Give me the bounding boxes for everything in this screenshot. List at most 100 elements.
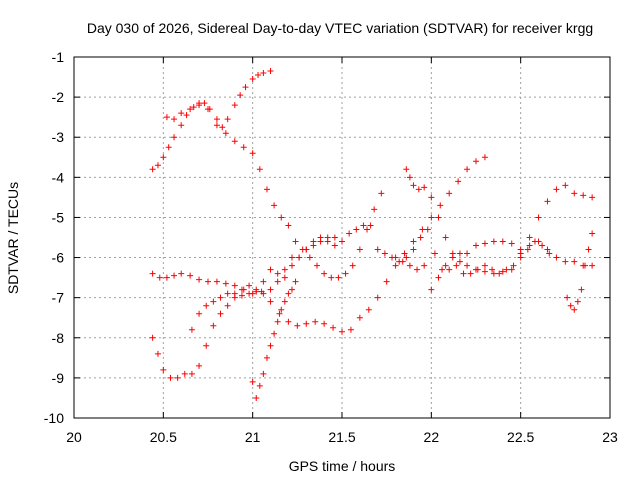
data-point: [578, 286, 585, 293]
data-point: [321, 320, 328, 327]
data-point: [231, 102, 238, 109]
data-points: [149, 68, 596, 401]
x-tick-label: 21.5: [328, 429, 355, 445]
data-point: [160, 154, 167, 161]
data-point: [183, 112, 190, 119]
y-tick-label: -7: [52, 290, 65, 306]
data-point: [249, 76, 256, 83]
data-point: [267, 342, 274, 349]
series-track-e: [188, 222, 374, 333]
data-point: [285, 290, 292, 297]
data-point: [490, 238, 497, 245]
data-point: [288, 286, 295, 293]
data-point: [474, 266, 481, 273]
data-point: [403, 166, 410, 173]
data-point: [330, 324, 337, 331]
data-point: [224, 302, 231, 309]
data-point: [210, 298, 217, 305]
data-point: [237, 92, 244, 99]
series-track-g: [403, 166, 596, 277]
data-point: [285, 222, 292, 229]
data-point: [410, 182, 417, 189]
data-point: [383, 278, 390, 285]
data-point: [546, 250, 553, 257]
data-point: [165, 144, 172, 151]
data-point: [428, 194, 435, 201]
data-point: [473, 158, 479, 165]
data-point: [499, 268, 506, 275]
x-tick-label: 22: [424, 429, 440, 445]
data-point: [435, 214, 442, 221]
data-point: [421, 184, 428, 191]
data-point: [367, 222, 374, 229]
y-axis-title: SDTVAR / TECUs: [5, 182, 21, 294]
y-tick-label: -1: [52, 49, 65, 65]
data-point: [260, 70, 267, 77]
data-point: [431, 250, 438, 257]
y-tick-labels: -10 -9 -8 -7 -6 -5 -4 -3 -2 -1: [44, 49, 64, 426]
data-point: [508, 240, 515, 247]
data-point: [163, 274, 170, 281]
data-point: [312, 318, 319, 325]
data-point: [371, 206, 378, 213]
data-point: [464, 166, 471, 173]
data-point: [481, 240, 488, 247]
data-point: [276, 310, 283, 317]
data-point: [553, 186, 560, 193]
data-point: [421, 262, 428, 269]
data-point: [249, 150, 256, 157]
data-point: [439, 266, 446, 273]
x-tick-labels: 20 20.5 21 21.5 22 22.5 23: [66, 429, 618, 445]
data-point: [271, 330, 278, 337]
data-point: [544, 246, 551, 253]
data-point: [274, 278, 281, 285]
data-point: [196, 362, 203, 369]
x-tick-label: 23: [602, 429, 618, 445]
data-point: [531, 238, 538, 245]
data-point: [253, 394, 260, 401]
data-point: [187, 272, 194, 279]
data-point: [544, 198, 551, 205]
series-track-j: [564, 230, 596, 313]
data-point: [163, 114, 170, 121]
data-point: [490, 270, 497, 277]
data-point: [365, 306, 372, 313]
data-point: [589, 230, 596, 237]
data-point: [585, 246, 592, 253]
data-point: [449, 254, 456, 261]
data-point: [255, 72, 262, 79]
data-point: [217, 310, 224, 317]
data-point: [224, 116, 231, 123]
data-point: [346, 230, 353, 237]
data-point: [396, 258, 403, 265]
data-point: [271, 202, 278, 209]
data-point: [246, 290, 253, 297]
data-point: [263, 186, 270, 193]
data-point: [419, 226, 426, 233]
data-point: [187, 106, 194, 113]
data-point: [278, 214, 285, 221]
axis-ticks: [73, 56, 611, 419]
data-point: [356, 314, 363, 321]
data-point: [524, 246, 531, 253]
chart-title: Day 030 of 2026, Sidereal Day-to-day VTE…: [87, 20, 593, 36]
data-point: [401, 250, 408, 257]
data-point: [267, 68, 274, 75]
data-point: [288, 262, 295, 269]
data-point: [171, 116, 178, 123]
data-point: [213, 116, 220, 123]
data-point: [331, 234, 338, 241]
data-point: [281, 274, 288, 281]
data-point: [242, 84, 249, 91]
data-point: [437, 202, 444, 209]
data-point: [446, 190, 453, 197]
data-point: [414, 266, 421, 273]
data-point: [154, 350, 161, 357]
data-point: [149, 270, 156, 277]
data-point: [503, 266, 510, 273]
data-point: [403, 254, 410, 261]
data-point: [567, 302, 574, 309]
data-point: [535, 214, 542, 221]
y-tick-label: -6: [52, 250, 65, 266]
data-point: [231, 138, 238, 145]
